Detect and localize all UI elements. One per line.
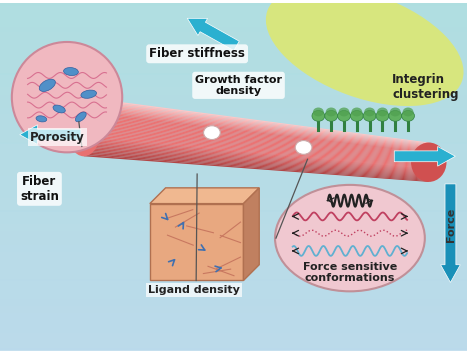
Text: Growth factor
density: Growth factor density: [195, 75, 282, 96]
Ellipse shape: [351, 108, 362, 116]
Polygon shape: [84, 104, 429, 148]
Polygon shape: [84, 100, 429, 145]
Polygon shape: [84, 127, 429, 163]
Polygon shape: [84, 149, 429, 178]
Polygon shape: [84, 138, 429, 171]
Ellipse shape: [75, 112, 86, 122]
Polygon shape: [84, 147, 429, 177]
Ellipse shape: [53, 105, 65, 113]
Polygon shape: [84, 136, 429, 169]
Ellipse shape: [411, 143, 447, 182]
Polygon shape: [84, 140, 429, 172]
Polygon shape: [84, 152, 429, 180]
Polygon shape: [84, 115, 429, 155]
Polygon shape: [84, 110, 429, 152]
Ellipse shape: [376, 110, 389, 121]
Ellipse shape: [12, 42, 122, 152]
Ellipse shape: [312, 110, 325, 121]
Ellipse shape: [75, 120, 89, 133]
Ellipse shape: [364, 108, 375, 116]
Text: Fiber
strain: Fiber strain: [20, 175, 59, 203]
Polygon shape: [84, 108, 429, 150]
FancyArrow shape: [394, 147, 456, 166]
Polygon shape: [84, 142, 429, 173]
Polygon shape: [150, 204, 244, 280]
Ellipse shape: [39, 79, 55, 91]
Polygon shape: [84, 99, 429, 144]
Ellipse shape: [390, 108, 401, 116]
Ellipse shape: [64, 68, 78, 75]
Polygon shape: [84, 146, 429, 176]
Polygon shape: [84, 119, 429, 158]
FancyArrow shape: [20, 125, 81, 144]
Polygon shape: [84, 125, 429, 162]
Polygon shape: [84, 97, 429, 143]
Polygon shape: [244, 188, 259, 280]
Polygon shape: [84, 102, 429, 147]
Polygon shape: [84, 113, 429, 154]
Polygon shape: [84, 128, 429, 164]
Polygon shape: [150, 188, 259, 204]
Ellipse shape: [266, 0, 464, 106]
Polygon shape: [84, 153, 429, 181]
Ellipse shape: [325, 110, 337, 121]
Polygon shape: [84, 112, 429, 153]
Polygon shape: [84, 134, 429, 168]
Ellipse shape: [313, 108, 324, 116]
Ellipse shape: [326, 108, 337, 116]
Polygon shape: [84, 130, 429, 165]
Polygon shape: [84, 109, 429, 152]
Text: Force sensitive
conformations: Force sensitive conformations: [303, 262, 397, 284]
Polygon shape: [84, 122, 429, 160]
Ellipse shape: [350, 110, 363, 121]
Polygon shape: [84, 155, 429, 182]
Polygon shape: [84, 121, 429, 159]
Polygon shape: [84, 133, 429, 167]
FancyArrow shape: [441, 184, 460, 282]
Ellipse shape: [66, 97, 101, 156]
Polygon shape: [84, 118, 429, 157]
Ellipse shape: [81, 90, 97, 98]
Ellipse shape: [401, 110, 414, 121]
Polygon shape: [84, 143, 429, 174]
Polygon shape: [84, 103, 429, 147]
Text: Force: Force: [447, 208, 456, 242]
Text: Fiber stiffness: Fiber stiffness: [149, 47, 245, 60]
Polygon shape: [84, 150, 429, 179]
Polygon shape: [84, 144, 429, 175]
Polygon shape: [84, 131, 429, 166]
Ellipse shape: [338, 108, 349, 116]
FancyArrow shape: [187, 18, 239, 51]
Text: Integrin
clustering: Integrin clustering: [392, 73, 459, 101]
Ellipse shape: [295, 141, 312, 154]
Ellipse shape: [389, 110, 401, 121]
Ellipse shape: [203, 126, 220, 139]
Polygon shape: [84, 106, 429, 149]
Ellipse shape: [275, 185, 425, 291]
Ellipse shape: [377, 108, 388, 116]
Polygon shape: [84, 124, 429, 161]
Ellipse shape: [402, 108, 413, 116]
Text: Ligand density: Ligand density: [148, 285, 240, 295]
Ellipse shape: [363, 110, 376, 121]
Ellipse shape: [36, 116, 47, 122]
Text: Porosity: Porosity: [30, 131, 84, 143]
Ellipse shape: [337, 110, 350, 121]
Polygon shape: [84, 116, 429, 156]
Polygon shape: [84, 137, 429, 170]
